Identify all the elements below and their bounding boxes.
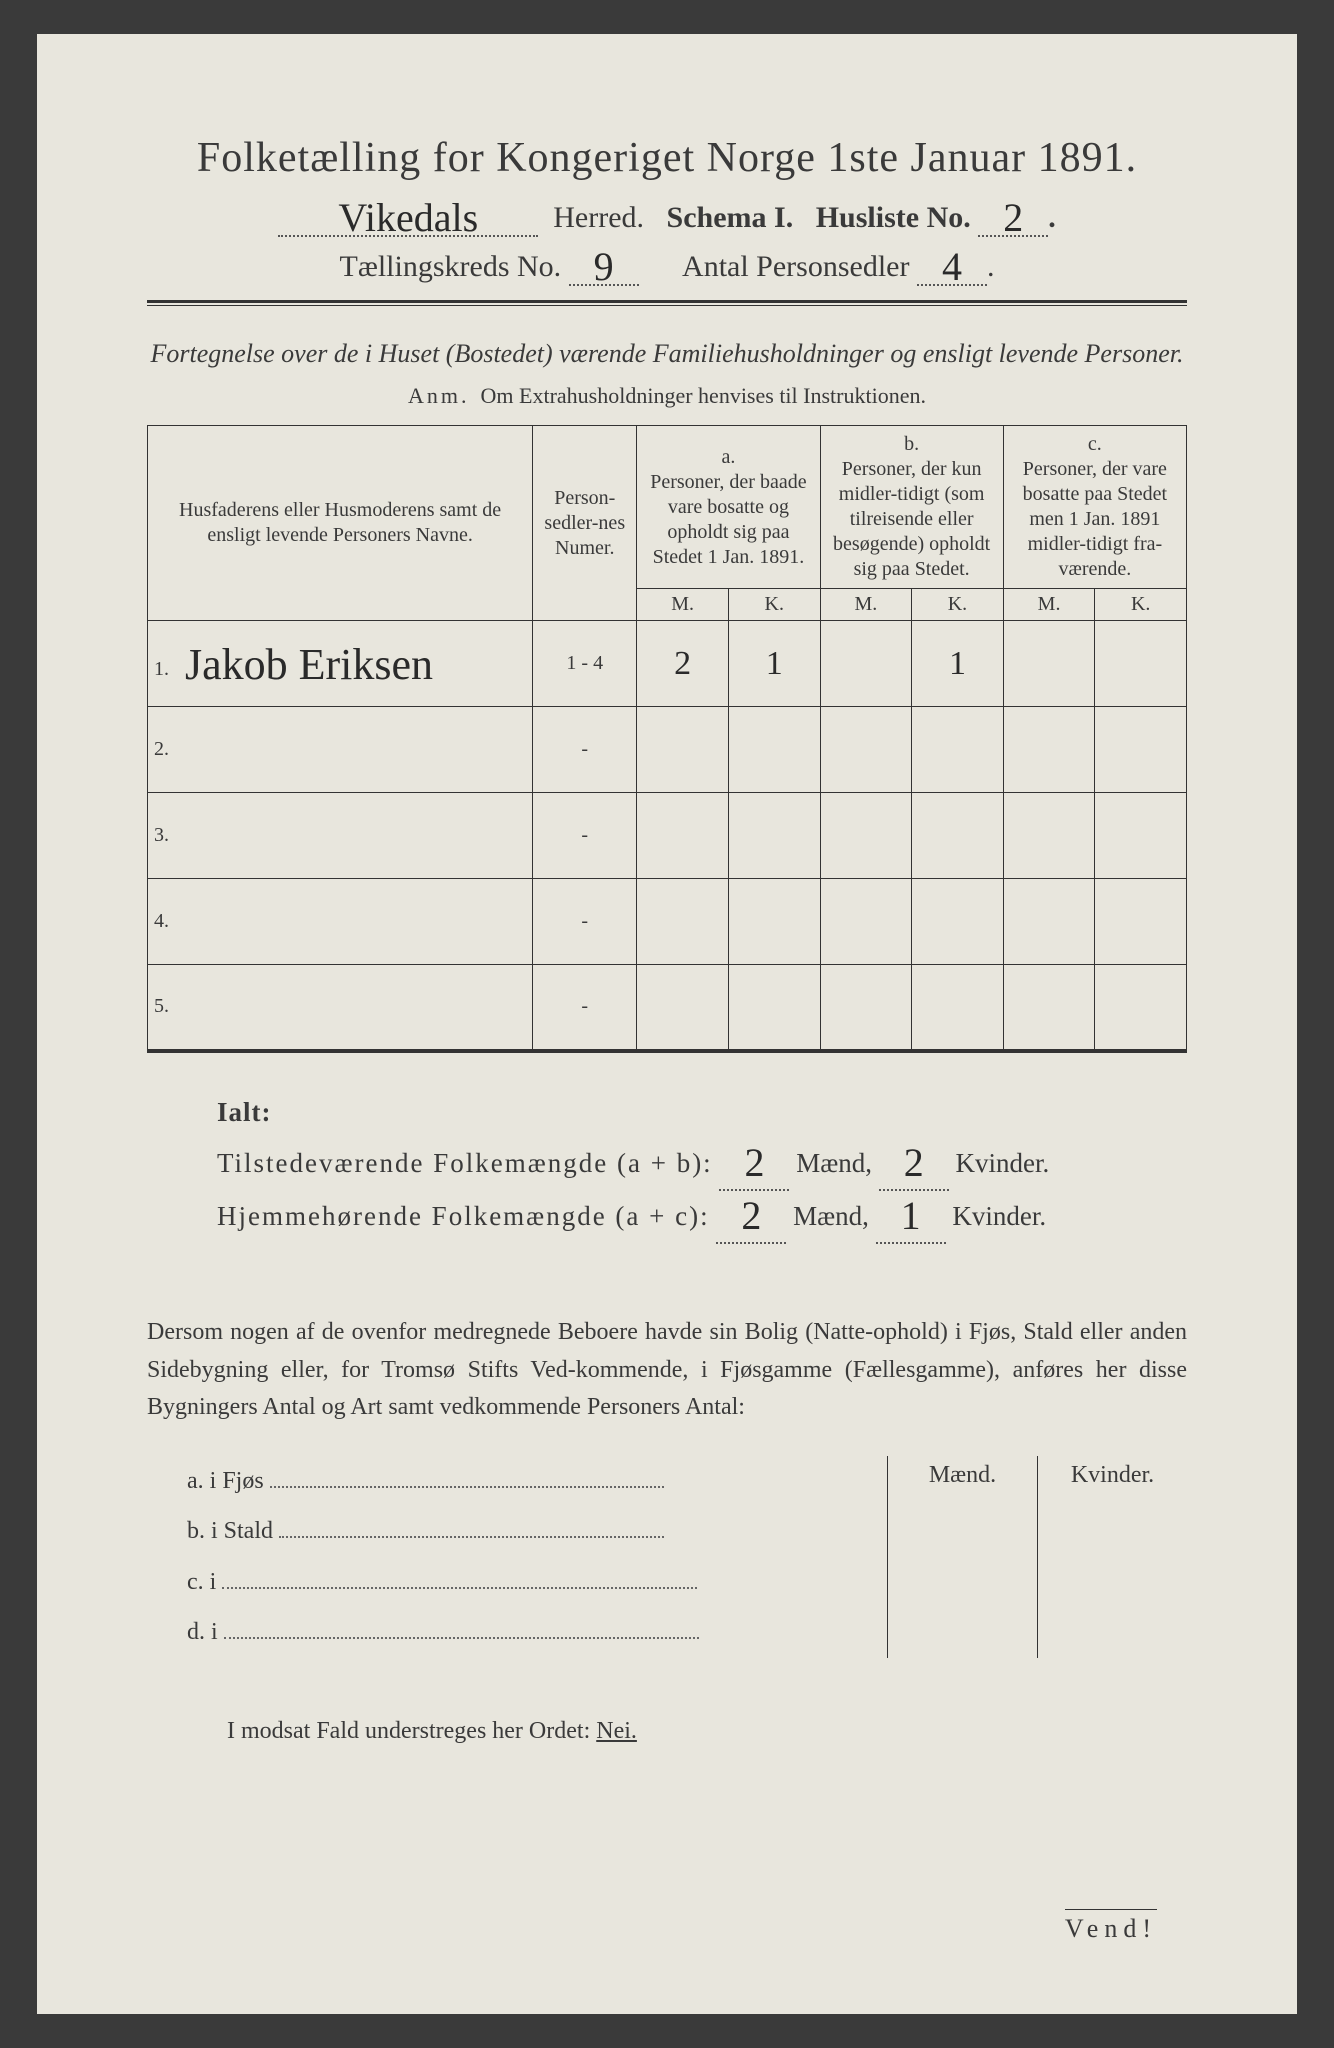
ialt-label: Ialt: [217, 1087, 1187, 1138]
side-building-table: a. i Fjøs b. i Stald c. i d. i Mænd. Kvi… [147, 1456, 1187, 1658]
row-num: - [533, 965, 637, 1051]
row-a-m [637, 965, 729, 1051]
col-c-m: M. [1003, 589, 1095, 621]
row-num: 1 - 4 [533, 621, 637, 707]
row-b-m [820, 707, 912, 793]
col-header-a: a. Personer, der baade vare bosatte og o… [637, 426, 820, 589]
row-num: - [533, 707, 637, 793]
census-form-page: Folketælling for Kongeriget Norge 1ste J… [37, 34, 1297, 2014]
annotation-line: Anm. Om Extrahusholdninger henvises til … [147, 383, 1187, 409]
row-a-k: 1 [728, 621, 820, 707]
side-building-row: a. i Fjøs [187, 1456, 887, 1506]
husliste-label: Husliste No. [816, 201, 971, 234]
husliste-value: 2 [1003, 204, 1023, 232]
schema-label: Schema I. [667, 201, 794, 234]
row-c-k [1095, 879, 1187, 965]
row-c-k [1095, 621, 1187, 707]
row-c-m [1003, 621, 1095, 707]
nei-line: I modsat Fald understreges her Ordet: Ne… [147, 1718, 1187, 1745]
vend-label: Vend! [1065, 1909, 1157, 1944]
row-b-m [820, 965, 912, 1051]
header-line-1: Vikedals Herred. Schema I. Husliste No. … [147, 200, 1187, 237]
row-c-k [1095, 793, 1187, 879]
side-building-rows: a. i Fjøs b. i Stald c. i d. i [147, 1456, 887, 1658]
row-b-k: 1 [912, 621, 1004, 707]
row-b-k [912, 965, 1004, 1051]
table-row: 3. - [148, 793, 1187, 879]
row-c-k [1095, 965, 1187, 1051]
col-header-num: Person-sedler-nes Numer. [533, 426, 637, 621]
row-b-m [820, 879, 912, 965]
col-b-m: M. [820, 589, 912, 621]
row-a-k [728, 965, 820, 1051]
col-b-k: K. [912, 589, 1004, 621]
personsedler-value: 4 [942, 253, 962, 281]
row-a-k [728, 793, 820, 879]
row-a-k [728, 707, 820, 793]
row-num: - [533, 793, 637, 879]
side-building-row: d. i [187, 1607, 887, 1657]
row-b-k [912, 879, 1004, 965]
row-b-m [820, 793, 912, 879]
row-name: 5. [148, 965, 533, 1051]
col-header-c: c. Personer, der vare bosatte paa Stedet… [1003, 426, 1186, 589]
row-b-k [912, 707, 1004, 793]
kreds-value: 9 [594, 253, 614, 281]
col-a-k: K. [728, 589, 820, 621]
nei-word: Nei. [596, 1718, 637, 1744]
row-a-m [637, 879, 729, 965]
herred-label: Herred. [553, 201, 644, 234]
col-c-k: K. [1095, 589, 1187, 621]
row-c-m [1003, 965, 1095, 1051]
header-line-2: Tællingskreds No. 9 Antal Personsedler 4… [147, 249, 1187, 286]
table-row: 4. - [148, 879, 1187, 965]
row-c-m [1003, 879, 1095, 965]
row-c-m [1003, 793, 1095, 879]
col-a-m: M. [637, 589, 729, 621]
totals-block: Ialt: Tilstedeværende Folkemængde (a + b… [147, 1087, 1187, 1245]
row-name: 1. Jakob Eriksen [148, 621, 533, 707]
totals-line-present: Tilstedeværende Folkemængde (a + b): 2 M… [217, 1138, 1187, 1191]
side-building-row: c. i [187, 1557, 887, 1607]
sb-kvinder: Kvinder. [1038, 1456, 1187, 1658]
anm-text: Om Extrahusholdninger henvises til Instr… [481, 383, 926, 408]
divider-rule [147, 300, 1187, 306]
row-name: 3. [148, 793, 533, 879]
row-b-m [820, 621, 912, 707]
col-header-name: Husfaderens eller Husmoderens samt de en… [148, 426, 533, 621]
herred-value: Vikedals [338, 204, 478, 232]
row-b-k [912, 793, 1004, 879]
col-header-b: b. Personer, der kun midler-tidigt (som … [820, 426, 1003, 589]
subtitle: Fortegnelse over de i Huset (Bostedet) v… [147, 336, 1187, 371]
sb-maend: Mænd. [888, 1456, 1038, 1658]
row-c-m [1003, 707, 1095, 793]
personsedler-label: Antal Personsedler [682, 250, 909, 283]
row-a-m [637, 793, 729, 879]
row-name: 2. [148, 707, 533, 793]
kreds-label: Tællingskreds No. [340, 250, 562, 283]
side-building-header: Mænd. Kvinder. [887, 1456, 1187, 1658]
row-a-m [637, 707, 729, 793]
totals-line-resident: Hjemmehørende Folkemængde (a + c): 2 Mæn… [217, 1191, 1187, 1244]
table-row: 2. - [148, 707, 1187, 793]
row-num: - [533, 879, 637, 965]
row-name: 4. [148, 879, 533, 965]
household-table: Husfaderens eller Husmoderens samt de en… [147, 425, 1187, 1053]
page-title: Folketælling for Kongeriget Norge 1ste J… [147, 134, 1187, 182]
row-a-m: 2 [637, 621, 729, 707]
row-a-k [728, 879, 820, 965]
side-building-row: b. i Stald [187, 1506, 887, 1556]
table-row: 5. - [148, 965, 1187, 1051]
table-row: 1. Jakob Eriksen1 - 4211 [148, 621, 1187, 707]
anm-label: Anm. [408, 383, 470, 408]
side-building-paragraph: Dersom nogen af de ovenfor medregnede Be… [147, 1314, 1187, 1426]
row-c-k [1095, 707, 1187, 793]
